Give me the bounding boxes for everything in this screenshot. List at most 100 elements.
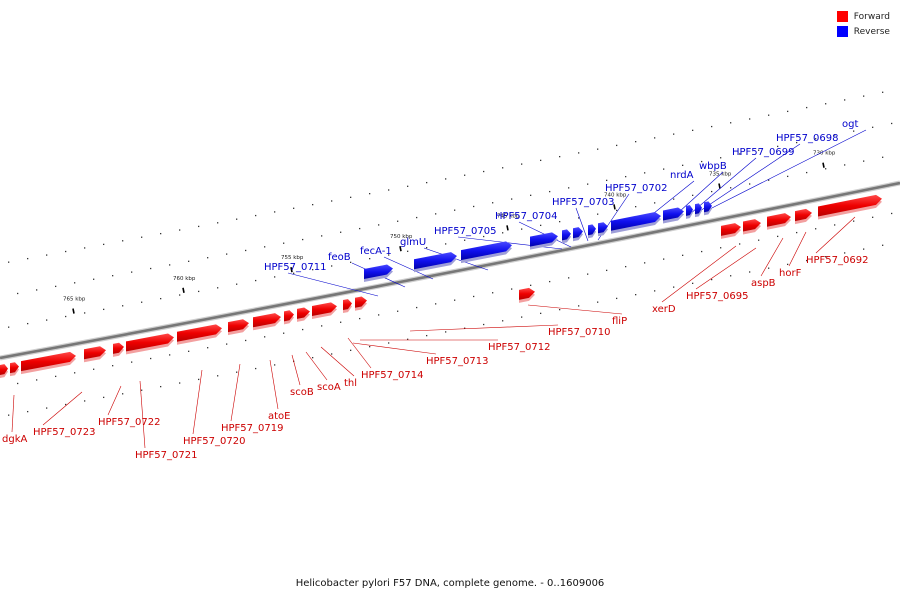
scale-tick-mark xyxy=(613,204,616,210)
grid-dot xyxy=(397,310,399,312)
grid-dot xyxy=(720,157,722,159)
gene-feature-body xyxy=(721,223,741,236)
scale-tick-label: 730 kbp xyxy=(813,151,836,157)
grid-dot xyxy=(597,213,599,215)
gene-label: HPF57_0705 xyxy=(434,226,496,237)
grid-dot xyxy=(663,168,665,170)
grid-dot xyxy=(8,414,10,416)
map-dot-grid xyxy=(8,91,893,416)
gene-label: HPF57_0721 xyxy=(135,450,197,461)
gene-feature-body xyxy=(364,264,393,279)
grid-dot xyxy=(141,301,143,303)
grid-dot xyxy=(863,160,865,162)
grid-dot xyxy=(179,294,181,296)
grid-dot xyxy=(217,287,219,289)
gene-feature-body xyxy=(177,324,222,342)
grid-dot xyxy=(369,193,371,195)
scale-tick-label: 760 kbp xyxy=(173,276,196,282)
grid-dot xyxy=(255,214,257,217)
grid-dot xyxy=(616,209,618,212)
gene-label: xerD xyxy=(652,304,676,315)
grid-dot xyxy=(825,256,827,258)
gene-leader-line xyxy=(11,394,15,433)
grid-dot xyxy=(834,134,836,136)
grid-dot xyxy=(236,371,238,373)
grid-dot xyxy=(435,303,437,305)
grid-dot xyxy=(559,155,561,158)
grid-dot xyxy=(891,212,893,215)
legend-reverse: Reverse xyxy=(836,24,890,39)
grid-dot xyxy=(521,163,523,165)
grid-dot xyxy=(36,289,38,291)
gene-label: HPF57_0703 xyxy=(552,197,614,208)
gene-leader-line xyxy=(760,237,784,277)
grid-dot xyxy=(682,164,684,166)
grid-dot xyxy=(853,220,855,222)
grid-dot xyxy=(312,203,314,206)
grid-dot xyxy=(701,160,703,163)
scale-tick-label: 765 kbp xyxy=(63,297,86,303)
grid-dot xyxy=(749,118,751,120)
gene-feature xyxy=(10,362,19,377)
grid-dot xyxy=(777,145,779,148)
gene-feature xyxy=(663,207,684,224)
grid-dot xyxy=(169,264,171,266)
grid-dot xyxy=(169,354,171,356)
grid-dot xyxy=(635,141,637,143)
grid-dot xyxy=(84,400,86,402)
grid-dot xyxy=(540,224,542,227)
grid-dot xyxy=(321,325,323,327)
grid-dot xyxy=(806,259,808,262)
grid-dot xyxy=(521,228,523,230)
gene-feature-body xyxy=(663,207,684,221)
grid-dot xyxy=(74,282,76,284)
grid-dot xyxy=(312,356,314,359)
gene-label: HPF57_0699 xyxy=(732,147,794,158)
grid-dot xyxy=(692,282,694,284)
label-leader-lines xyxy=(11,129,867,449)
grid-dot xyxy=(606,179,608,182)
gene-feature-body xyxy=(818,194,882,217)
legend: Forward Reverse xyxy=(836,9,890,39)
gene-feature-body xyxy=(743,219,761,232)
grid-dot xyxy=(359,317,361,320)
legend-reverse-label: Reverse xyxy=(853,26,890,37)
gene-leader-line xyxy=(661,245,737,303)
gene-label: ogt xyxy=(842,119,858,130)
grid-dot xyxy=(635,294,637,296)
grid-dot xyxy=(112,365,114,367)
legend-forward: Forward xyxy=(836,9,890,24)
gene-label: HPF57_0695 xyxy=(686,291,748,302)
grid-dot xyxy=(84,247,86,249)
grid-dot xyxy=(160,297,162,300)
forward-swatch xyxy=(836,11,848,22)
grid-dot xyxy=(711,125,713,128)
grid-dot xyxy=(692,194,694,196)
grid-dot xyxy=(454,209,456,211)
grid-dot xyxy=(350,196,352,198)
grid-dot xyxy=(749,271,751,273)
grid-dot xyxy=(872,216,874,218)
gene-label: feoB xyxy=(328,252,351,263)
grid-dot xyxy=(787,263,789,266)
grid-dot xyxy=(701,250,703,253)
grid-dot xyxy=(730,122,732,124)
grid-dot xyxy=(207,257,209,259)
grid-dot xyxy=(198,225,200,228)
grid-dot xyxy=(616,144,618,147)
grid-dot xyxy=(492,202,494,204)
gene-label: HPF57_0692 xyxy=(806,255,868,266)
grid-dot xyxy=(863,248,865,250)
grid-dot xyxy=(787,110,789,113)
gene-feature xyxy=(461,241,512,264)
grid-dot xyxy=(749,183,751,185)
gene-feature xyxy=(588,224,596,239)
grid-dot xyxy=(483,323,485,326)
grid-dot xyxy=(207,347,209,349)
gene-feature xyxy=(355,296,367,311)
grid-dot xyxy=(264,336,266,338)
grid-dot xyxy=(758,239,760,241)
gene-feature xyxy=(0,364,8,378)
gene-label: HPF57_0710 xyxy=(548,327,610,338)
legend-forward-label: Forward xyxy=(853,11,890,22)
